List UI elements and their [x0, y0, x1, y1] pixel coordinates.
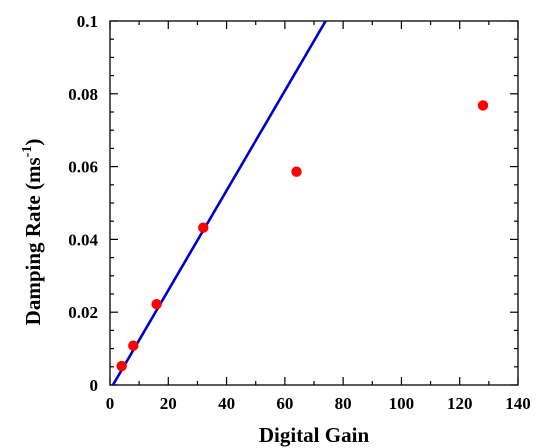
fit-line — [111, 21, 327, 385]
data-point — [198, 222, 209, 233]
y-axis-label-superscript: -1 — [20, 146, 35, 158]
plot-frame — [109, 20, 519, 386]
data-point — [116, 360, 127, 372]
data-point — [128, 340, 139, 351]
data-point — [477, 100, 489, 111]
x-tick-label: 20 — [160, 394, 177, 413]
y-tick-label: 0.04 — [68, 230, 98, 249]
x-axis-label: Digital Gain — [259, 423, 370, 447]
data-point — [291, 166, 302, 177]
data-point — [151, 298, 162, 310]
y-tick-label: 0.1 — [77, 12, 98, 31]
y-tick-label: 0 — [90, 376, 99, 395]
y-tick-label: 0.08 — [68, 85, 98, 104]
x-tick-label: 140 — [505, 394, 531, 413]
y-axis-label-close: ) — [21, 139, 45, 146]
x-tick-label: 60 — [276, 394, 293, 413]
x-tick-label: 40 — [218, 394, 235, 413]
x-tick-label: 80 — [335, 394, 352, 413]
x-tick-label: 0 — [106, 394, 115, 413]
x-tick-label: 100 — [389, 394, 415, 413]
x-tick-label: 120 — [447, 394, 473, 413]
y-axis-label-main: Damping Rate (ms — [21, 157, 45, 325]
y-tick-label: 0.06 — [68, 158, 98, 177]
y-axis-label: Damping Rate (ms-1) — [20, 139, 45, 326]
y-tick-label: 0.02 — [68, 303, 98, 322]
